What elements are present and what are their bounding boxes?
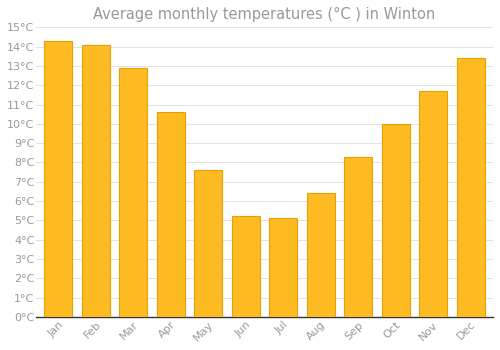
Title: Average monthly temperatures (°C ) in Winton: Average monthly temperatures (°C ) in Wi… — [94, 7, 435, 22]
Bar — [232, 216, 260, 317]
Bar — [306, 193, 334, 317]
Bar — [82, 45, 110, 317]
Bar — [269, 218, 297, 317]
Bar — [156, 112, 184, 317]
Bar — [419, 91, 447, 317]
Bar — [194, 170, 222, 317]
Bar — [382, 124, 409, 317]
Bar — [119, 68, 147, 317]
Bar — [344, 157, 372, 317]
Bar — [456, 58, 484, 317]
Bar — [44, 41, 72, 317]
